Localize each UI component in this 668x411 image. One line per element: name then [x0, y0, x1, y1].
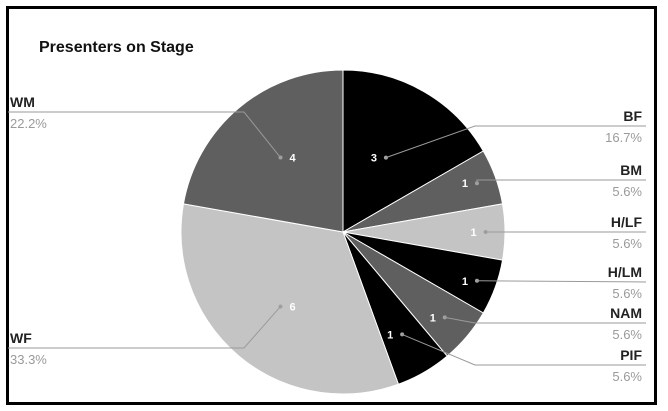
leader-line-wf	[8, 306, 281, 349]
slice-percent-nam: 5.6%	[612, 327, 642, 342]
slice-label-wm: WM	[10, 94, 35, 110]
slice-count-nam: 1	[430, 312, 436, 324]
slice-count-wf: 6	[289, 301, 295, 313]
leader-line-bf	[385, 125, 646, 159]
slice-label-nam: NAM	[610, 305, 642, 321]
slice-percent-bf: 16.7%	[605, 130, 642, 145]
slice-count-h-lf: 1	[470, 227, 476, 239]
slice-count-bm: 1	[462, 178, 468, 190]
pie-slice-bf	[342, 69, 484, 233]
slice-label-h-lm: H/LM	[608, 264, 642, 280]
chart-title: Presenters on Stage	[39, 39, 194, 56]
slice-percent-bm: 5.6%	[612, 184, 642, 199]
slice-percent-h-lf: 5.6%	[612, 236, 642, 251]
slice-percent-wf: 33.3%	[10, 352, 47, 367]
leader-line-nam	[444, 316, 646, 324]
pie-slice-wm	[182, 69, 344, 233]
slice-percent-h-lm: 5.6%	[612, 286, 642, 301]
slice-count-h-lm: 1	[462, 276, 468, 288]
leader-line-bm	[476, 179, 646, 184]
slice-count-pif: 1	[387, 329, 393, 341]
leader-line-h-lm	[476, 280, 647, 283]
slice-label-h-lf: H/LF	[611, 214, 643, 230]
leader-line-pif	[401, 333, 646, 366]
slice-label-bf: BF	[623, 108, 642, 124]
slice-percent-pif: 5.6%	[612, 369, 642, 384]
leader-line-wm	[8, 111, 281, 158]
pie-slice-wf	[180, 203, 400, 395]
slice-label-wf: WF	[10, 330, 32, 346]
slice-count-bf: 3	[371, 153, 377, 165]
slice-label-bm: BM	[620, 162, 642, 178]
slice-count-wm: 4	[289, 153, 296, 165]
slice-percent-wm: 22.2%	[10, 116, 47, 131]
slice-label-pif: PIF	[620, 347, 642, 363]
